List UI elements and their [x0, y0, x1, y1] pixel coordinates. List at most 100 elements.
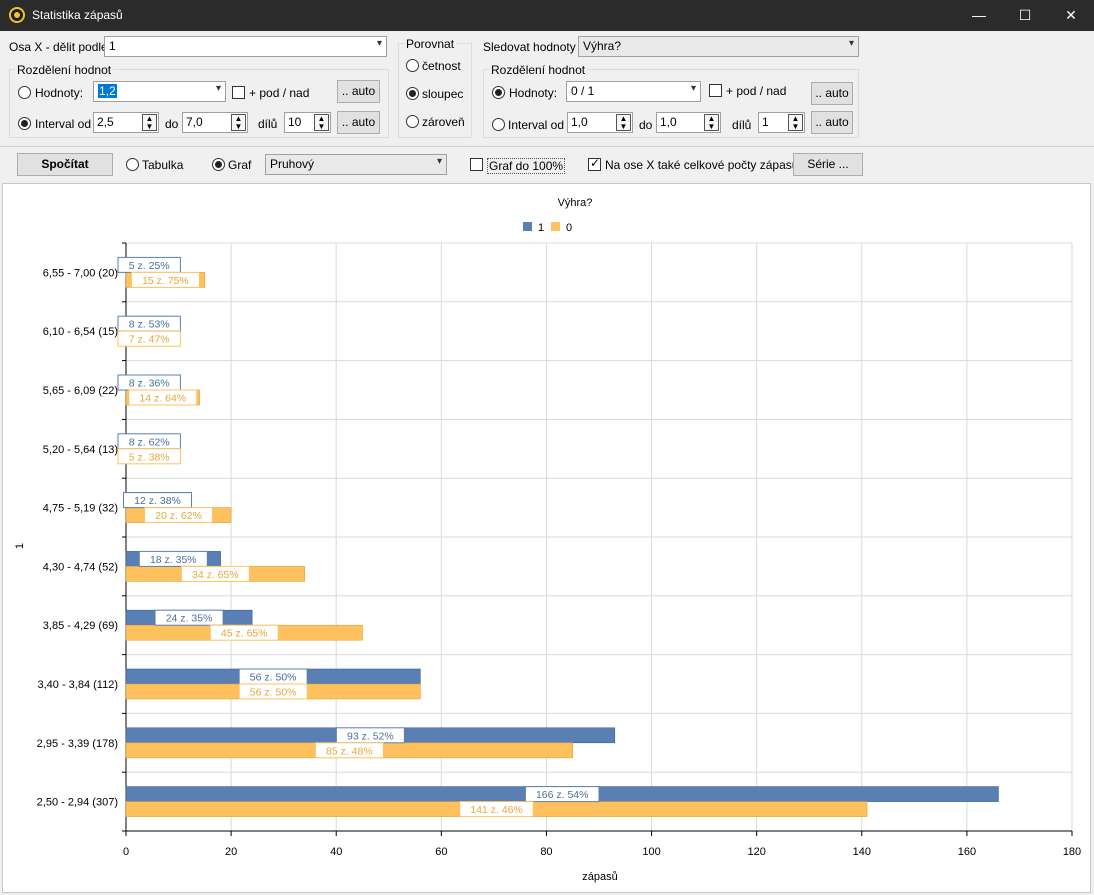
compute-button[interactable]: Spočítat — [17, 153, 113, 176]
window-title: Statistika zápasů — [32, 8, 123, 22]
zaroven-radio[interactable] — [406, 115, 419, 128]
interval-to-spinner[interactable]: 7,0 ▲ ▼ — [182, 112, 248, 133]
data-label-series-0: 15 z. 75% — [142, 275, 189, 287]
track-auto-button[interactable]: .. auto — [811, 82, 853, 105]
chart-title: Výhra? — [558, 197, 593, 209]
x-tick-label: 180 — [1063, 846, 1081, 858]
chevron-down-icon: ▾ — [436, 156, 442, 167]
data-label-series-0-box — [128, 389, 198, 406]
data-label-series-1-box — [524, 786, 600, 803]
xaxis-group-title: Rozdělení hodnot — [15, 63, 114, 77]
chevron-down-icon: ▾ — [376, 38, 382, 49]
y-category-label: 2,50 - 2,94 (307) — [37, 797, 118, 809]
track-dilu-value: 1 — [762, 115, 769, 129]
track-interval-from-spinner[interactable]: 1,0 ▲ ▼ — [567, 112, 633, 133]
chart-panel: Výhra? 1 0 0 20 40 60 80 100 120 140 160 180 6,55 … — [2, 183, 1091, 893]
table-radio[interactable] — [126, 158, 139, 171]
close-button[interactable]: ✕ — [1065, 7, 1077, 23]
dilu-spinner[interactable]: 10 ▲ ▼ — [284, 112, 331, 133]
y-axis-title: 1 — [14, 543, 26, 549]
graph100-checkbox[interactable] — [470, 158, 483, 171]
data-label-series-0: 85 z. 48% — [326, 745, 373, 757]
chevron-down-icon: ▾ — [848, 38, 854, 49]
interval-from-spinner[interactable]: 2,5 ▲ ▼ — [93, 112, 159, 133]
y-category-label: 6,55 - 7,00 (20) — [43, 267, 118, 279]
data-label-series-1: 56 z. 50% — [250, 672, 297, 684]
totals-checkbox[interactable] — [588, 156, 601, 171]
track-auto-button[interactable]: .. auto — [811, 111, 853, 134]
spinner-arrows-icon[interactable]: ▲ ▼ — [788, 114, 803, 131]
minimize-button[interactable]: — — [972, 7, 986, 23]
data-label-series-0: 14 z. 64% — [139, 393, 186, 405]
data-label-series-1: 5 z. 25% — [129, 260, 170, 272]
auto-button[interactable]: .. auto — [337, 111, 380, 134]
maximize-button[interactable]: ☐ — [1018, 7, 1032, 23]
y-category-label: 4,75 - 5,19 (32) — [43, 503, 118, 515]
chevron-down-icon: ▾ — [690, 83, 696, 94]
graph-type-dropdown[interactable]: Pruhový ▾ — [265, 154, 447, 175]
data-label-series-0: 45 z. 65% — [221, 628, 268, 640]
spinner-arrows-icon[interactable]: ▲ ▼ — [704, 114, 719, 131]
y-category-label: 6,10 - 6,54 (15) — [43, 326, 118, 338]
data-label-series-1: 8 z. 36% — [129, 378, 170, 390]
data-label-series-1: 166 z. 54% — [536, 789, 589, 801]
spinner-arrows-icon[interactable]: ▲ ▼ — [231, 114, 246, 131]
data-label-series-1-box — [138, 550, 208, 567]
graph-label: Graf — [228, 158, 252, 172]
x-tick-label: 80 — [540, 846, 552, 858]
track-value: Výhra? — [583, 39, 622, 53]
x-tick-label: 0 — [123, 846, 129, 858]
hodnoty-radio[interactable] — [18, 86, 31, 99]
hodnoty-dropdown[interactable]: 1,2 ▾ — [93, 81, 226, 102]
xaxis-label: Osa X - dělit podle — [9, 40, 108, 54]
hodnoty-label: Hodnoty: — [35, 86, 84, 100]
graph-radio[interactable] — [212, 158, 225, 171]
data-label-series-1-box — [154, 609, 224, 626]
zaroven-label: zároveň — [422, 115, 465, 129]
title-bar: Statistika zápasů — ☐ ✕ — [0, 0, 1094, 31]
data-label-series-0-box — [180, 565, 250, 582]
interval-radio[interactable] — [18, 117, 31, 130]
data-label-series-1: 12 z. 38% — [134, 495, 181, 507]
sloupec-label: sloupec — [422, 87, 464, 101]
data-label-series-1: 24 z. 35% — [166, 613, 213, 625]
spinner-arrows-icon[interactable]: ▲ ▼ — [142, 114, 157, 131]
data-label-series-0: 5 z. 38% — [129, 451, 170, 463]
track-dilu-label: dílů — [732, 118, 752, 132]
xaxis-dropdown[interactable]: 1 ▾ — [104, 36, 387, 57]
cetnost-radio[interactable] — [406, 59, 419, 72]
track-dropdown[interactable]: Výhra? ▾ — [578, 36, 859, 57]
data-label-series-1: 8 z. 53% — [129, 319, 170, 331]
data-label-series-0-box — [130, 271, 200, 288]
x-tick-label: 60 — [435, 846, 447, 858]
spinner-arrows-icon[interactable]: ▲ ▼ — [616, 114, 631, 131]
x-tick-label: 20 — [225, 846, 237, 858]
track-group-title: Rozdělení hodnot — [489, 63, 588, 77]
data-label-series-1: 18 z. 35% — [150, 554, 197, 566]
chevron-down-icon: ▾ — [215, 83, 221, 94]
legend-label-1: 1 — [538, 222, 544, 234]
spinner-arrows-icon[interactable]: ▲ ▼ — [314, 114, 329, 131]
do-label: do — [165, 117, 179, 131]
track-label: Sledovat hodnoty — [483, 40, 576, 54]
sloupec-radio[interactable] — [406, 87, 419, 100]
data-label-series-0-box — [209, 624, 279, 641]
interval-label: Interval od — [35, 117, 92, 131]
xaxis-distribution-group — [9, 69, 389, 138]
xaxis-value: 1 — [109, 39, 116, 53]
series-button[interactable]: Série ... — [793, 153, 863, 176]
track-hodnoty-dropdown[interactable]: 0 / 1 ▾ — [566, 81, 701, 102]
y-category-label: 5,20 - 5,64 (13) — [43, 444, 118, 456]
track-pod-nad-checkbox[interactable] — [709, 84, 722, 97]
y-category-label: 2,95 - 3,39 (178) — [37, 738, 118, 750]
pod-nad-checkbox[interactable] — [232, 86, 245, 99]
x-tick-label: 120 — [747, 846, 765, 858]
data-label-series-0-box — [117, 448, 181, 465]
track-hodnoty-radio[interactable] — [492, 86, 505, 99]
y-category-label: 5,65 - 6,09 (22) — [43, 385, 118, 397]
track-interval-radio[interactable] — [492, 118, 505, 131]
track-interval-to-spinner[interactable]: 1,0 ▲ ▼ — [656, 112, 721, 133]
auto-button[interactable]: .. auto — [337, 80, 380, 103]
interval-to-value: 7,0 — [186, 115, 203, 129]
track-dilu-spinner[interactable]: 1 ▲ ▼ — [758, 112, 805, 133]
